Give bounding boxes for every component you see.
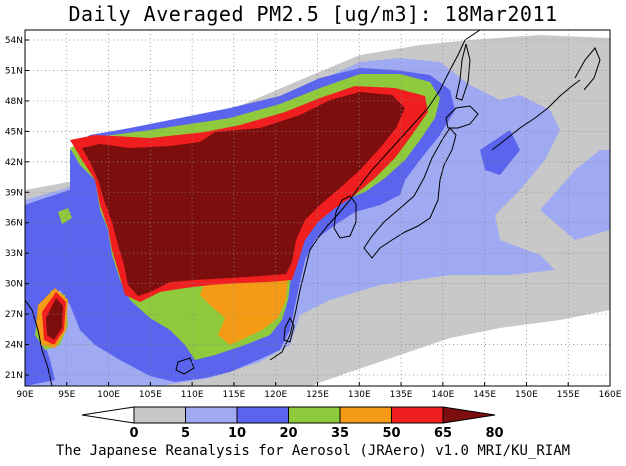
lon-tick-label: 135E	[390, 390, 413, 400]
lat-tick-label: 21N	[5, 371, 23, 381]
pm25-layer-20-35	[480, 130, 520, 175]
lon-tick-label: 140E	[431, 390, 454, 400]
lat-tick-label: 51N	[5, 66, 23, 76]
hokkaido-coastline	[445, 105, 479, 129]
lon-tick-label: 100E	[97, 390, 120, 400]
pm25-layer-35-50	[58, 208, 72, 224]
kurils-coastline	[491, 79, 581, 151]
lon-tick-label: 125E	[306, 390, 329, 400]
colorbar-label: 35	[331, 426, 349, 441]
lat-tick-label: 54N	[5, 36, 23, 46]
colorbar-label: 5	[181, 426, 190, 441]
colorbar-label: 80	[485, 426, 503, 441]
colorbar-swatch	[339, 406, 392, 424]
pm25-layer-50-65	[200, 272, 288, 345]
lon-tick-label: 90E	[16, 390, 33, 400]
lat-tick-label: 45N	[5, 127, 23, 137]
lon-tick-label: 150E	[515, 390, 538, 400]
axis-ticks	[24, 39, 611, 386]
colorbar-label: 65	[434, 426, 452, 441]
lon-tick-label: 160E	[599, 390, 622, 400]
kamchatka-coastline	[574, 47, 601, 91]
taiwan-coastline	[283, 316, 295, 343]
asia-coastline	[269, 39, 466, 361]
data-credit: The Japanese Reanalysis for Aerosol (JRA…	[55, 443, 571, 459]
lon-tick-label: 105E	[139, 390, 162, 400]
lat-tick-label: 39N	[5, 188, 23, 198]
lon-tick-label: 130E	[348, 390, 371, 400]
colorbar-swatch	[391, 406, 444, 424]
lon-tick-label: 115E	[222, 390, 245, 400]
lat-tick-label: 24N	[5, 341, 23, 351]
lon-tick-label: 145E	[473, 390, 496, 400]
lat-tick-label: 42N	[5, 158, 23, 168]
pm25-layer-80-plus	[46, 298, 63, 340]
korea-coastline	[333, 195, 357, 239]
colorbar: 0 5 10 20 35 50 65 80	[81, 406, 504, 441]
lon-tick-label: 95E	[58, 390, 75, 400]
india-coastline	[25, 299, 53, 386]
lon-tick-label: 120E	[264, 390, 287, 400]
coast-north-mainland	[464, 30, 481, 41]
japan-coastline	[363, 127, 457, 259]
lat-tick-label: 33N	[5, 249, 23, 259]
lon-tick-label: 110E	[181, 390, 204, 400]
colorbar-swatch	[81, 406, 135, 424]
colorbar-label: 20	[279, 426, 297, 441]
colorbar-label: 50	[382, 426, 400, 441]
grid-lines	[25, 30, 610, 386]
map-title: Daily Averaged PM2.5 [ug/m3]: 18Mar2011	[68, 2, 558, 26]
colorbar-swatch	[185, 406, 238, 424]
colorbar-swatch	[288, 406, 341, 424]
sakhalin-coastline	[455, 43, 471, 101]
lat-tick-label: 27N	[5, 310, 23, 320]
pm25-layer-10-20	[540, 150, 610, 240]
lat-tick-label: 36N	[5, 219, 23, 229]
colorbar-swatch	[133, 406, 186, 424]
hainan-coastline	[175, 357, 195, 375]
lat-tick-label: 30N	[5, 280, 23, 290]
lon-tick-label: 155E	[557, 390, 580, 400]
colorbar-label: 10	[228, 426, 246, 441]
colorbar-swatch	[236, 406, 289, 424]
colorbar-swatch	[442, 406, 496, 424]
pm25-layer-80-plus	[82, 92, 405, 296]
lat-tick-label: 48N	[5, 97, 23, 107]
colorbar-label: 0	[129, 426, 138, 441]
